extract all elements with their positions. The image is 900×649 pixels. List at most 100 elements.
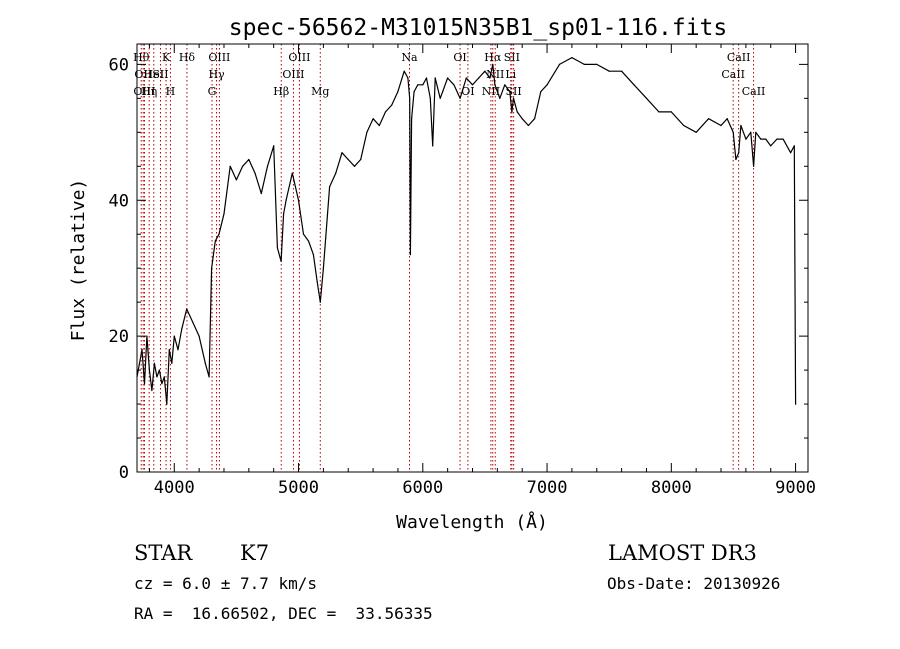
line-marker-label-2: OIII bbox=[133, 85, 155, 98]
data-point-85 bbox=[509, 91, 511, 93]
line-marker-label-20: Hα bbox=[484, 51, 502, 64]
data-point-105 bbox=[695, 131, 697, 133]
data-point-8 bbox=[156, 376, 158, 378]
data-point-55 bbox=[378, 124, 380, 127]
coordinates: RA = 16.66502, DEC = 33.56335 bbox=[134, 604, 433, 623]
data-point-32 bbox=[260, 192, 262, 195]
data-point-51 bbox=[353, 165, 356, 167]
data-point-21 bbox=[204, 362, 206, 364]
data-point-81 bbox=[492, 63, 494, 65]
data-point-98 bbox=[608, 70, 610, 72]
data-point-69 bbox=[432, 145, 434, 147]
data-point-86 bbox=[511, 111, 513, 113]
data-point-54 bbox=[372, 118, 374, 120]
data-point-116 bbox=[755, 131, 757, 133]
data-point-28 bbox=[235, 179, 237, 181]
data-point-71 bbox=[439, 97, 441, 99]
data-point-104 bbox=[683, 124, 685, 127]
x-tick-label-2: 6000 bbox=[402, 478, 443, 498]
line-marker-label-9: G bbox=[208, 85, 217, 98]
data-point-88 bbox=[516, 111, 518, 113]
data-point-66 bbox=[422, 84, 424, 86]
data-point-107 bbox=[720, 124, 722, 127]
data-point-16 bbox=[177, 349, 179, 351]
data-point-7 bbox=[153, 362, 155, 364]
data-point-92 bbox=[540, 91, 542, 93]
data-point-14 bbox=[171, 362, 173, 364]
data-point-59 bbox=[403, 70, 405, 72]
x-tick-label-5: 9000 bbox=[775, 478, 816, 498]
data-point-29 bbox=[242, 165, 244, 167]
line-marker-label-16: Na bbox=[401, 51, 418, 64]
obs-date: Obs-Date: 20130926 bbox=[607, 574, 781, 593]
data-point-9 bbox=[158, 369, 160, 371]
data-point-20 bbox=[198, 335, 200, 337]
x-tick-label-0: 4000 bbox=[154, 478, 195, 498]
data-point-79 bbox=[484, 70, 486, 72]
line-marker-label-27: CaII bbox=[742, 85, 766, 98]
data-point-19 bbox=[192, 321, 194, 324]
y-tick-label-2: 40 bbox=[109, 191, 129, 211]
data-point-109 bbox=[732, 131, 734, 133]
data-point-48 bbox=[335, 172, 337, 174]
data-point-50 bbox=[347, 158, 349, 161]
data-point-114 bbox=[750, 131, 752, 133]
data-point-30 bbox=[248, 158, 250, 161]
data-point-44 bbox=[316, 281, 318, 283]
data-point-24 bbox=[214, 240, 216, 242]
data-point-84 bbox=[504, 84, 506, 86]
data-point-93 bbox=[546, 84, 548, 86]
line-marker-label-24: SII bbox=[506, 85, 522, 98]
data-point-121 bbox=[782, 138, 784, 140]
data-point-43 bbox=[312, 254, 314, 256]
data-point-99 bbox=[621, 70, 623, 72]
data-point-110 bbox=[735, 158, 737, 161]
data-point-35 bbox=[276, 247, 278, 249]
line-marker-label-18: OI bbox=[461, 85, 474, 98]
data-point-61 bbox=[409, 97, 411, 99]
data-point-67 bbox=[425, 77, 428, 79]
x-tick-label-3: 7000 bbox=[527, 478, 568, 498]
data-point-27 bbox=[229, 165, 231, 167]
data-point-62 bbox=[409, 254, 411, 256]
line-marker-label-8: Hδ bbox=[179, 51, 196, 64]
data-point-89 bbox=[521, 118, 523, 120]
line-marker-label-5: SII bbox=[152, 68, 168, 81]
data-point-10 bbox=[161, 383, 163, 385]
line-marker-label-25: CaII bbox=[721, 68, 745, 81]
x-axis-label: Wavelength (Å) bbox=[396, 511, 548, 533]
data-point-60 bbox=[407, 77, 409, 79]
y-tick-label-0: 0 bbox=[119, 463, 129, 483]
data-point-100 bbox=[633, 84, 635, 86]
y-axis-label: Flux (relative) bbox=[68, 179, 89, 342]
data-point-108 bbox=[726, 118, 728, 120]
data-point-74 bbox=[453, 84, 455, 86]
line-marker-label-6: K bbox=[162, 51, 171, 64]
data-point-5 bbox=[148, 369, 150, 371]
data-point-31 bbox=[254, 172, 256, 174]
y-tick-label-1: 20 bbox=[109, 327, 129, 347]
data-point-52 bbox=[360, 158, 362, 161]
line-marker-label-12: Hβ bbox=[273, 85, 289, 98]
data-point-45 bbox=[319, 301, 321, 303]
data-point-37 bbox=[283, 213, 285, 215]
data-point-118 bbox=[765, 138, 767, 140]
data-point-124 bbox=[795, 403, 797, 405]
data-point-25 bbox=[218, 233, 220, 235]
data-point-22 bbox=[208, 376, 210, 378]
data-point-115 bbox=[753, 165, 755, 167]
subclass: K7 bbox=[240, 541, 270, 565]
data-point-49 bbox=[341, 152, 343, 154]
data-point-112 bbox=[740, 124, 742, 127]
data-point-117 bbox=[760, 138, 762, 140]
chart-title: spec-56562-M31015N35B1_sp01-116.fits bbox=[229, 15, 728, 41]
line-marker-label-15: Mg bbox=[311, 85, 329, 98]
data-point-3 bbox=[143, 383, 146, 385]
data-point-18 bbox=[186, 308, 188, 310]
line-marker-label-10: Hγ bbox=[208, 68, 225, 81]
data-point-68 bbox=[429, 97, 431, 99]
data-point-113 bbox=[745, 138, 747, 140]
data-point-91 bbox=[534, 118, 536, 120]
data-point-76 bbox=[465, 77, 467, 79]
